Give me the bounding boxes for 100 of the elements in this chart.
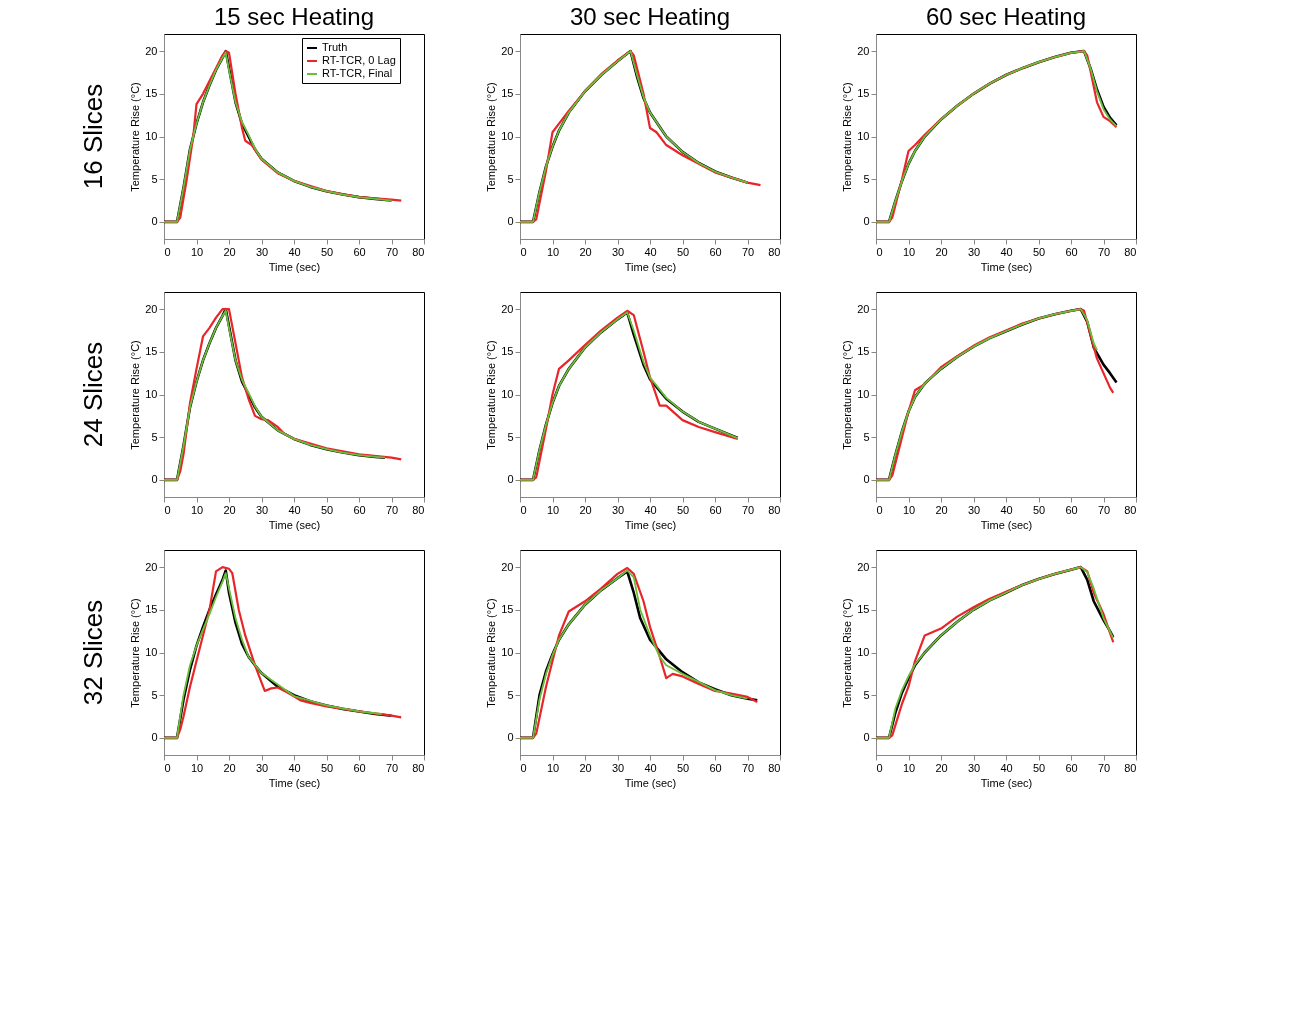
x-tick-label: 80 bbox=[412, 761, 425, 774]
x-tick-label: 60 bbox=[353, 245, 366, 258]
y-tick-label: 15 bbox=[501, 603, 514, 616]
y-tick-label: 10 bbox=[501, 130, 514, 142]
x-tick-label: 0 bbox=[164, 503, 171, 516]
x-tick-label: 50 bbox=[676, 761, 690, 774]
legend-label: RT-TCR, 0 Lag bbox=[322, 54, 396, 66]
y-tick-label: 20 bbox=[145, 44, 158, 57]
x-tick-label: 60 bbox=[709, 245, 722, 258]
y-tick-label: 5 bbox=[507, 430, 514, 443]
x-tick-label: 80 bbox=[412, 245, 425, 258]
x-tick-label: 10 bbox=[190, 503, 204, 516]
x-tick-label: 40 bbox=[288, 503, 301, 516]
x-tick-label: 80 bbox=[768, 245, 781, 258]
x-axis-title: Time (sec) bbox=[980, 260, 1033, 273]
x-tick-label: 30 bbox=[611, 761, 625, 774]
y-tick-label: 0 bbox=[863, 215, 870, 228]
y-tick-label: 5 bbox=[151, 430, 158, 443]
x-tick-label: 60 bbox=[353, 761, 366, 774]
x-tick-label: 0 bbox=[876, 761, 883, 774]
x-tick-label: 50 bbox=[676, 503, 690, 516]
x-tick-label: 0 bbox=[164, 761, 171, 774]
x-tick-label: 60 bbox=[1065, 503, 1078, 516]
y-axis-title: Temperature Rise (°C) bbox=[841, 340, 854, 450]
x-tick-label: 60 bbox=[1065, 761, 1078, 774]
x-tick-label: 10 bbox=[902, 761, 916, 774]
x-tick-label: 20 bbox=[935, 761, 948, 774]
text: 32 Slices bbox=[78, 599, 108, 706]
x-tick-label: 30 bbox=[255, 245, 269, 258]
y-tick-label: 20 bbox=[145, 560, 158, 573]
legend-label: RT-TCR, Final bbox=[322, 67, 393, 79]
x-tick-label: 40 bbox=[1000, 761, 1013, 774]
y-tick-label: 10 bbox=[857, 388, 870, 400]
x-tick-label: 40 bbox=[644, 245, 657, 258]
x-axis-title: Time (sec) bbox=[268, 260, 321, 273]
x-tick-label: 20 bbox=[579, 245, 592, 258]
x-tick-label: 30 bbox=[967, 503, 981, 516]
x-tick-label: 70 bbox=[741, 245, 755, 258]
x-tick-label: 40 bbox=[644, 761, 657, 774]
x-tick-label: 10 bbox=[546, 245, 560, 258]
y-tick-label: 0 bbox=[151, 731, 158, 744]
y-axis-title: Temperature Rise (°C) bbox=[841, 598, 854, 708]
x-axis-title: Time (sec) bbox=[980, 776, 1033, 789]
text: 16 Slices bbox=[78, 83, 108, 190]
x-tick-label: 30 bbox=[611, 245, 625, 258]
x-tick-label: 70 bbox=[385, 761, 399, 774]
y-tick-label: 15 bbox=[501, 87, 514, 100]
y-tick-label: 0 bbox=[151, 473, 158, 486]
y-tick-label: 5 bbox=[863, 688, 870, 701]
x-tick-label: 70 bbox=[1097, 761, 1111, 774]
y-axis-title: Temperature Rise (°C) bbox=[485, 598, 498, 708]
x-tick-label: 60 bbox=[709, 503, 722, 516]
x-tick-label: 70 bbox=[741, 503, 755, 516]
x-tick-label: 80 bbox=[768, 761, 781, 774]
text: 24 Slices bbox=[78, 341, 108, 448]
x-axis-title: Time (sec) bbox=[980, 518, 1033, 531]
x-tick-label: 40 bbox=[288, 245, 301, 258]
y-tick-label: 0 bbox=[507, 473, 514, 486]
x-tick-label: 60 bbox=[1065, 245, 1078, 258]
x-axis-title: Time (sec) bbox=[268, 776, 321, 789]
y-tick-label: 10 bbox=[857, 646, 870, 658]
x-tick-label: 80 bbox=[1124, 245, 1137, 258]
x-axis-title: Time (sec) bbox=[624, 776, 677, 789]
x-tick-label: 50 bbox=[676, 245, 690, 258]
y-tick-label: 10 bbox=[501, 388, 514, 400]
x-tick-label: 70 bbox=[385, 503, 399, 516]
x-tick-label: 80 bbox=[1124, 761, 1137, 774]
chart-title: 60 sec Heating bbox=[925, 3, 1087, 30]
y-tick-label: 5 bbox=[151, 172, 158, 185]
x-tick-label: 10 bbox=[546, 761, 560, 774]
y-tick-label: 20 bbox=[501, 560, 514, 573]
x-tick-label: 30 bbox=[255, 761, 269, 774]
y-tick-label: 15 bbox=[857, 603, 870, 616]
y-tick-label: 5 bbox=[151, 688, 158, 701]
y-tick-label: 5 bbox=[863, 430, 870, 443]
x-tick-label: 50 bbox=[1032, 503, 1046, 516]
x-tick-label: 50 bbox=[320, 503, 334, 516]
x-tick-label: 40 bbox=[644, 503, 657, 516]
y-tick-label: 5 bbox=[507, 688, 514, 701]
chart-title: 15 sec Heating bbox=[213, 3, 375, 30]
x-tick-label: 70 bbox=[385, 245, 399, 258]
x-tick-label: 0 bbox=[520, 503, 527, 516]
legend-label: Truth bbox=[322, 41, 348, 53]
x-tick-label: 10 bbox=[190, 245, 204, 258]
y-tick-label: 15 bbox=[145, 345, 158, 358]
x-tick-label: 20 bbox=[223, 245, 236, 258]
x-tick-label: 30 bbox=[255, 503, 269, 516]
x-tick-label: 0 bbox=[520, 761, 527, 774]
x-tick-label: 50 bbox=[320, 245, 334, 258]
y-tick-label: 10 bbox=[145, 646, 158, 658]
x-tick-label: 80 bbox=[412, 503, 425, 516]
x-tick-label: 30 bbox=[611, 503, 625, 516]
y-tick-label: 0 bbox=[507, 731, 514, 744]
y-axis-title: Temperature Rise (°C) bbox=[129, 340, 142, 450]
y-axis-title: Temperature Rise (°C) bbox=[129, 598, 142, 708]
x-tick-label: 80 bbox=[768, 503, 781, 516]
y-tick-label: 20 bbox=[857, 44, 870, 57]
x-tick-label: 0 bbox=[164, 245, 171, 258]
y-tick-label: 20 bbox=[145, 302, 158, 315]
x-tick-label: 70 bbox=[741, 761, 755, 774]
